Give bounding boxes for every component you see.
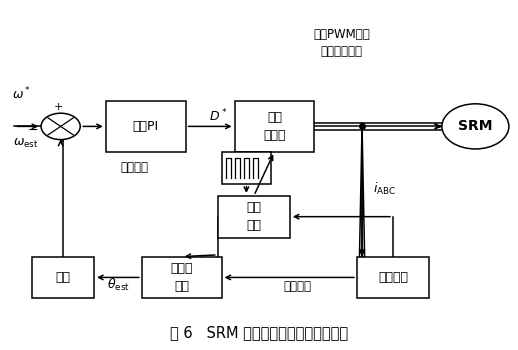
Circle shape: [442, 104, 509, 149]
Text: $-$: $-$: [27, 122, 38, 136]
Text: $i_{\mathrm{ABC}}$: $i_{\mathrm{ABC}}$: [373, 181, 396, 197]
FancyBboxPatch shape: [222, 153, 271, 184]
FancyBboxPatch shape: [106, 101, 185, 152]
Text: 功率
变换器: 功率 变换器: [263, 111, 286, 142]
Text: 转速PI: 转速PI: [133, 120, 159, 133]
Text: 微分: 微分: [56, 271, 71, 284]
Circle shape: [41, 113, 80, 140]
Text: SRM: SRM: [458, 119, 493, 133]
FancyBboxPatch shape: [235, 101, 314, 152]
Text: 电压PWM控制
高频脉冲注入: 电压PWM控制 高频脉冲注入: [313, 28, 370, 58]
Text: $\theta_{\mathrm{est}}$: $\theta_{\mathrm{est}}$: [107, 277, 130, 293]
Text: $D^*$: $D^*$: [209, 108, 227, 124]
Text: 转子角
估计: 转子角 估计: [170, 262, 193, 293]
FancyBboxPatch shape: [32, 257, 94, 298]
Text: 换向脉冲: 换向脉冲: [120, 161, 148, 174]
Text: 图 6   SRM 无位置传感器运行控制框图: 图 6 SRM 无位置传感器运行控制框图: [170, 326, 348, 341]
FancyBboxPatch shape: [218, 196, 290, 238]
FancyBboxPatch shape: [142, 257, 222, 298]
Text: +: +: [53, 102, 63, 112]
Text: $\omega_{\mathrm{est}}$: $\omega_{\mathrm{est}}$: [13, 137, 38, 150]
Text: 算法
选择: 算法 选择: [247, 201, 262, 232]
Text: $\omega^*$: $\omega^*$: [12, 86, 31, 103]
Text: 信号脉冲: 信号脉冲: [284, 280, 312, 293]
Text: 位置估计: 位置估计: [378, 271, 408, 284]
FancyBboxPatch shape: [357, 257, 429, 298]
